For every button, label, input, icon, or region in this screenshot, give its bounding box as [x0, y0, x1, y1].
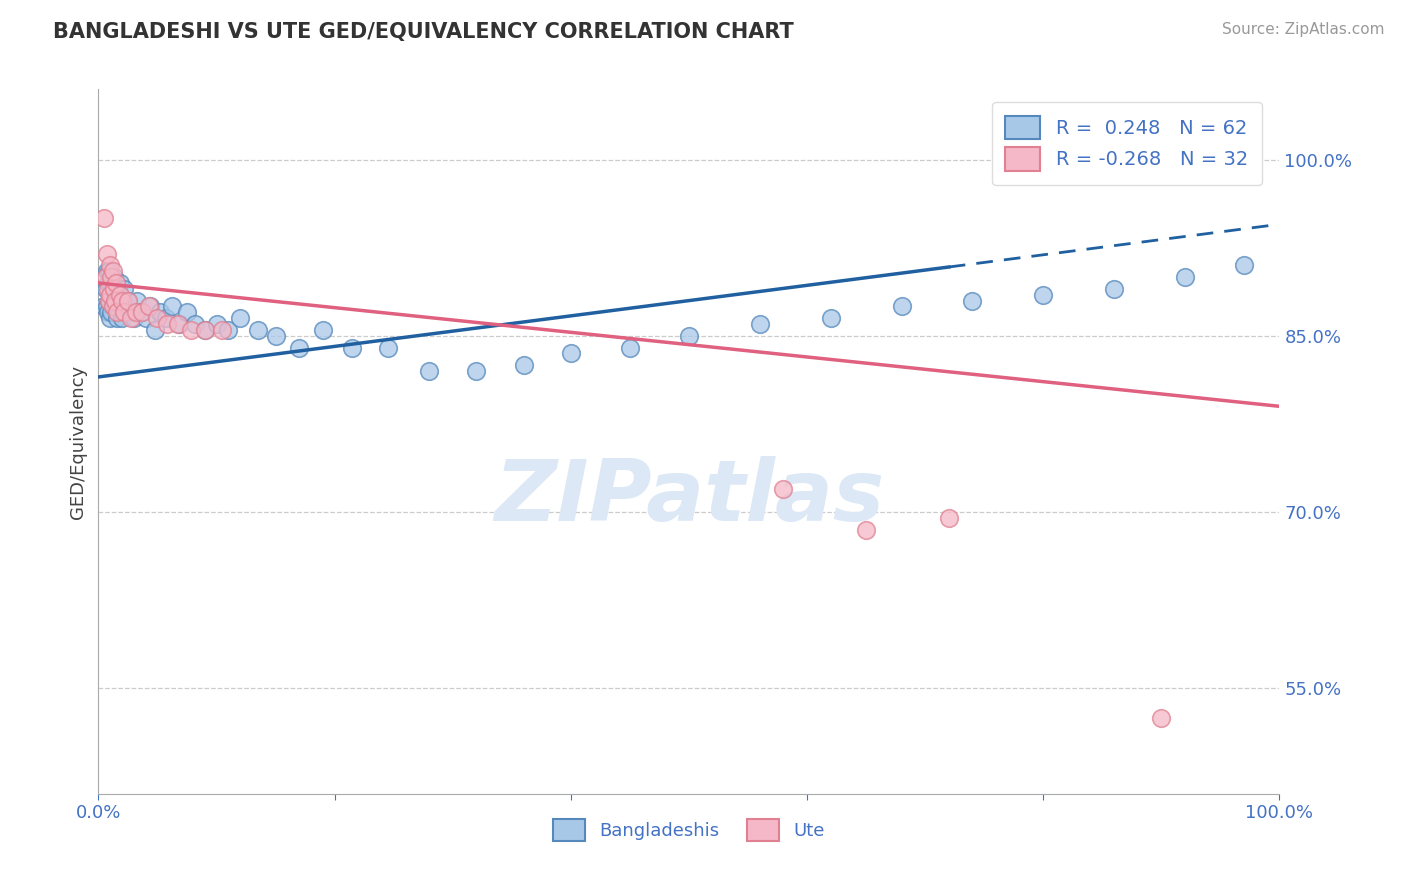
Point	[229, 311, 252, 326]
Point	[139, 300, 162, 314]
Point	[114, 300, 136, 314]
Point	[176, 305, 198, 319]
Point	[129, 305, 152, 319]
Point	[1233, 259, 1256, 273]
Point	[855, 523, 877, 537]
Point	[98, 276, 121, 290]
Point	[101, 264, 124, 278]
Point	[96, 300, 118, 314]
Point	[105, 276, 128, 290]
Point	[149, 305, 172, 319]
Point	[112, 282, 135, 296]
Point	[111, 293, 134, 308]
Text: Source: ZipAtlas.com: Source: ZipAtlas.com	[1222, 22, 1385, 37]
Point	[103, 270, 125, 285]
Point	[117, 293, 139, 308]
Point	[97, 276, 120, 290]
Point	[820, 311, 842, 326]
Point	[131, 305, 153, 319]
Point	[560, 346, 582, 360]
Point	[103, 282, 125, 296]
Point	[890, 300, 912, 314]
Point	[155, 311, 177, 326]
Point	[342, 341, 364, 355]
Point	[748, 317, 770, 331]
Point	[108, 276, 131, 290]
Point	[111, 311, 134, 326]
Point	[121, 311, 143, 326]
Point	[312, 323, 335, 337]
Point	[94, 282, 117, 296]
Point	[122, 311, 145, 326]
Point	[377, 341, 399, 355]
Point	[1102, 282, 1125, 296]
Point	[194, 323, 217, 337]
Point	[127, 293, 149, 308]
Point	[217, 323, 239, 337]
Point	[125, 305, 148, 319]
Point	[938, 511, 960, 525]
Point	[98, 293, 121, 308]
Point	[465, 364, 488, 378]
Point	[678, 329, 700, 343]
Point	[166, 317, 188, 331]
Point	[108, 287, 131, 301]
Point	[1150, 710, 1173, 724]
Point	[100, 287, 122, 301]
Point	[772, 482, 794, 496]
Point	[246, 323, 269, 337]
Point	[418, 364, 440, 378]
Point	[98, 287, 121, 301]
Point	[156, 317, 179, 331]
Point	[97, 305, 120, 319]
Legend: Bangladeshis, Ute: Bangladeshis, Ute	[546, 812, 832, 848]
Point	[117, 293, 139, 308]
Point	[184, 317, 207, 331]
Point	[105, 305, 128, 319]
Point	[98, 293, 121, 308]
Point	[143, 323, 166, 337]
Point	[105, 276, 128, 290]
Point	[120, 305, 142, 319]
Point	[167, 317, 190, 331]
Point	[104, 300, 127, 314]
Point	[104, 293, 127, 308]
Point	[101, 300, 124, 314]
Y-axis label: GED/Equivalency: GED/Equivalency	[69, 365, 87, 518]
Point	[98, 259, 121, 273]
Point	[288, 341, 311, 355]
Point	[1174, 270, 1197, 285]
Point	[619, 341, 641, 355]
Point	[205, 317, 228, 331]
Point	[101, 282, 124, 296]
Point	[110, 300, 132, 314]
Point	[93, 300, 115, 314]
Point	[112, 305, 135, 319]
Point	[98, 264, 121, 278]
Point	[101, 300, 124, 314]
Point	[94, 270, 117, 285]
Point	[264, 329, 287, 343]
Point	[98, 311, 121, 326]
Point	[105, 311, 128, 326]
Text: BANGLADESHI VS UTE GED/EQUIVALENCY CORRELATION CHART: BANGLADESHI VS UTE GED/EQUIVALENCY CORRE…	[53, 22, 794, 42]
Point	[96, 246, 118, 260]
Point	[138, 300, 160, 314]
Point	[100, 270, 122, 285]
Point	[135, 311, 157, 326]
Point	[107, 293, 129, 308]
Point	[180, 323, 202, 337]
Point	[160, 300, 183, 314]
Point	[1032, 287, 1054, 301]
Point	[93, 211, 115, 226]
Point	[962, 293, 984, 308]
Point	[96, 264, 118, 278]
Point	[100, 305, 122, 319]
Point	[146, 311, 169, 326]
Point	[194, 323, 217, 337]
Point	[512, 358, 534, 372]
Text: ZIPatlas: ZIPatlas	[494, 457, 884, 540]
Point	[211, 323, 233, 337]
Point	[97, 282, 120, 296]
